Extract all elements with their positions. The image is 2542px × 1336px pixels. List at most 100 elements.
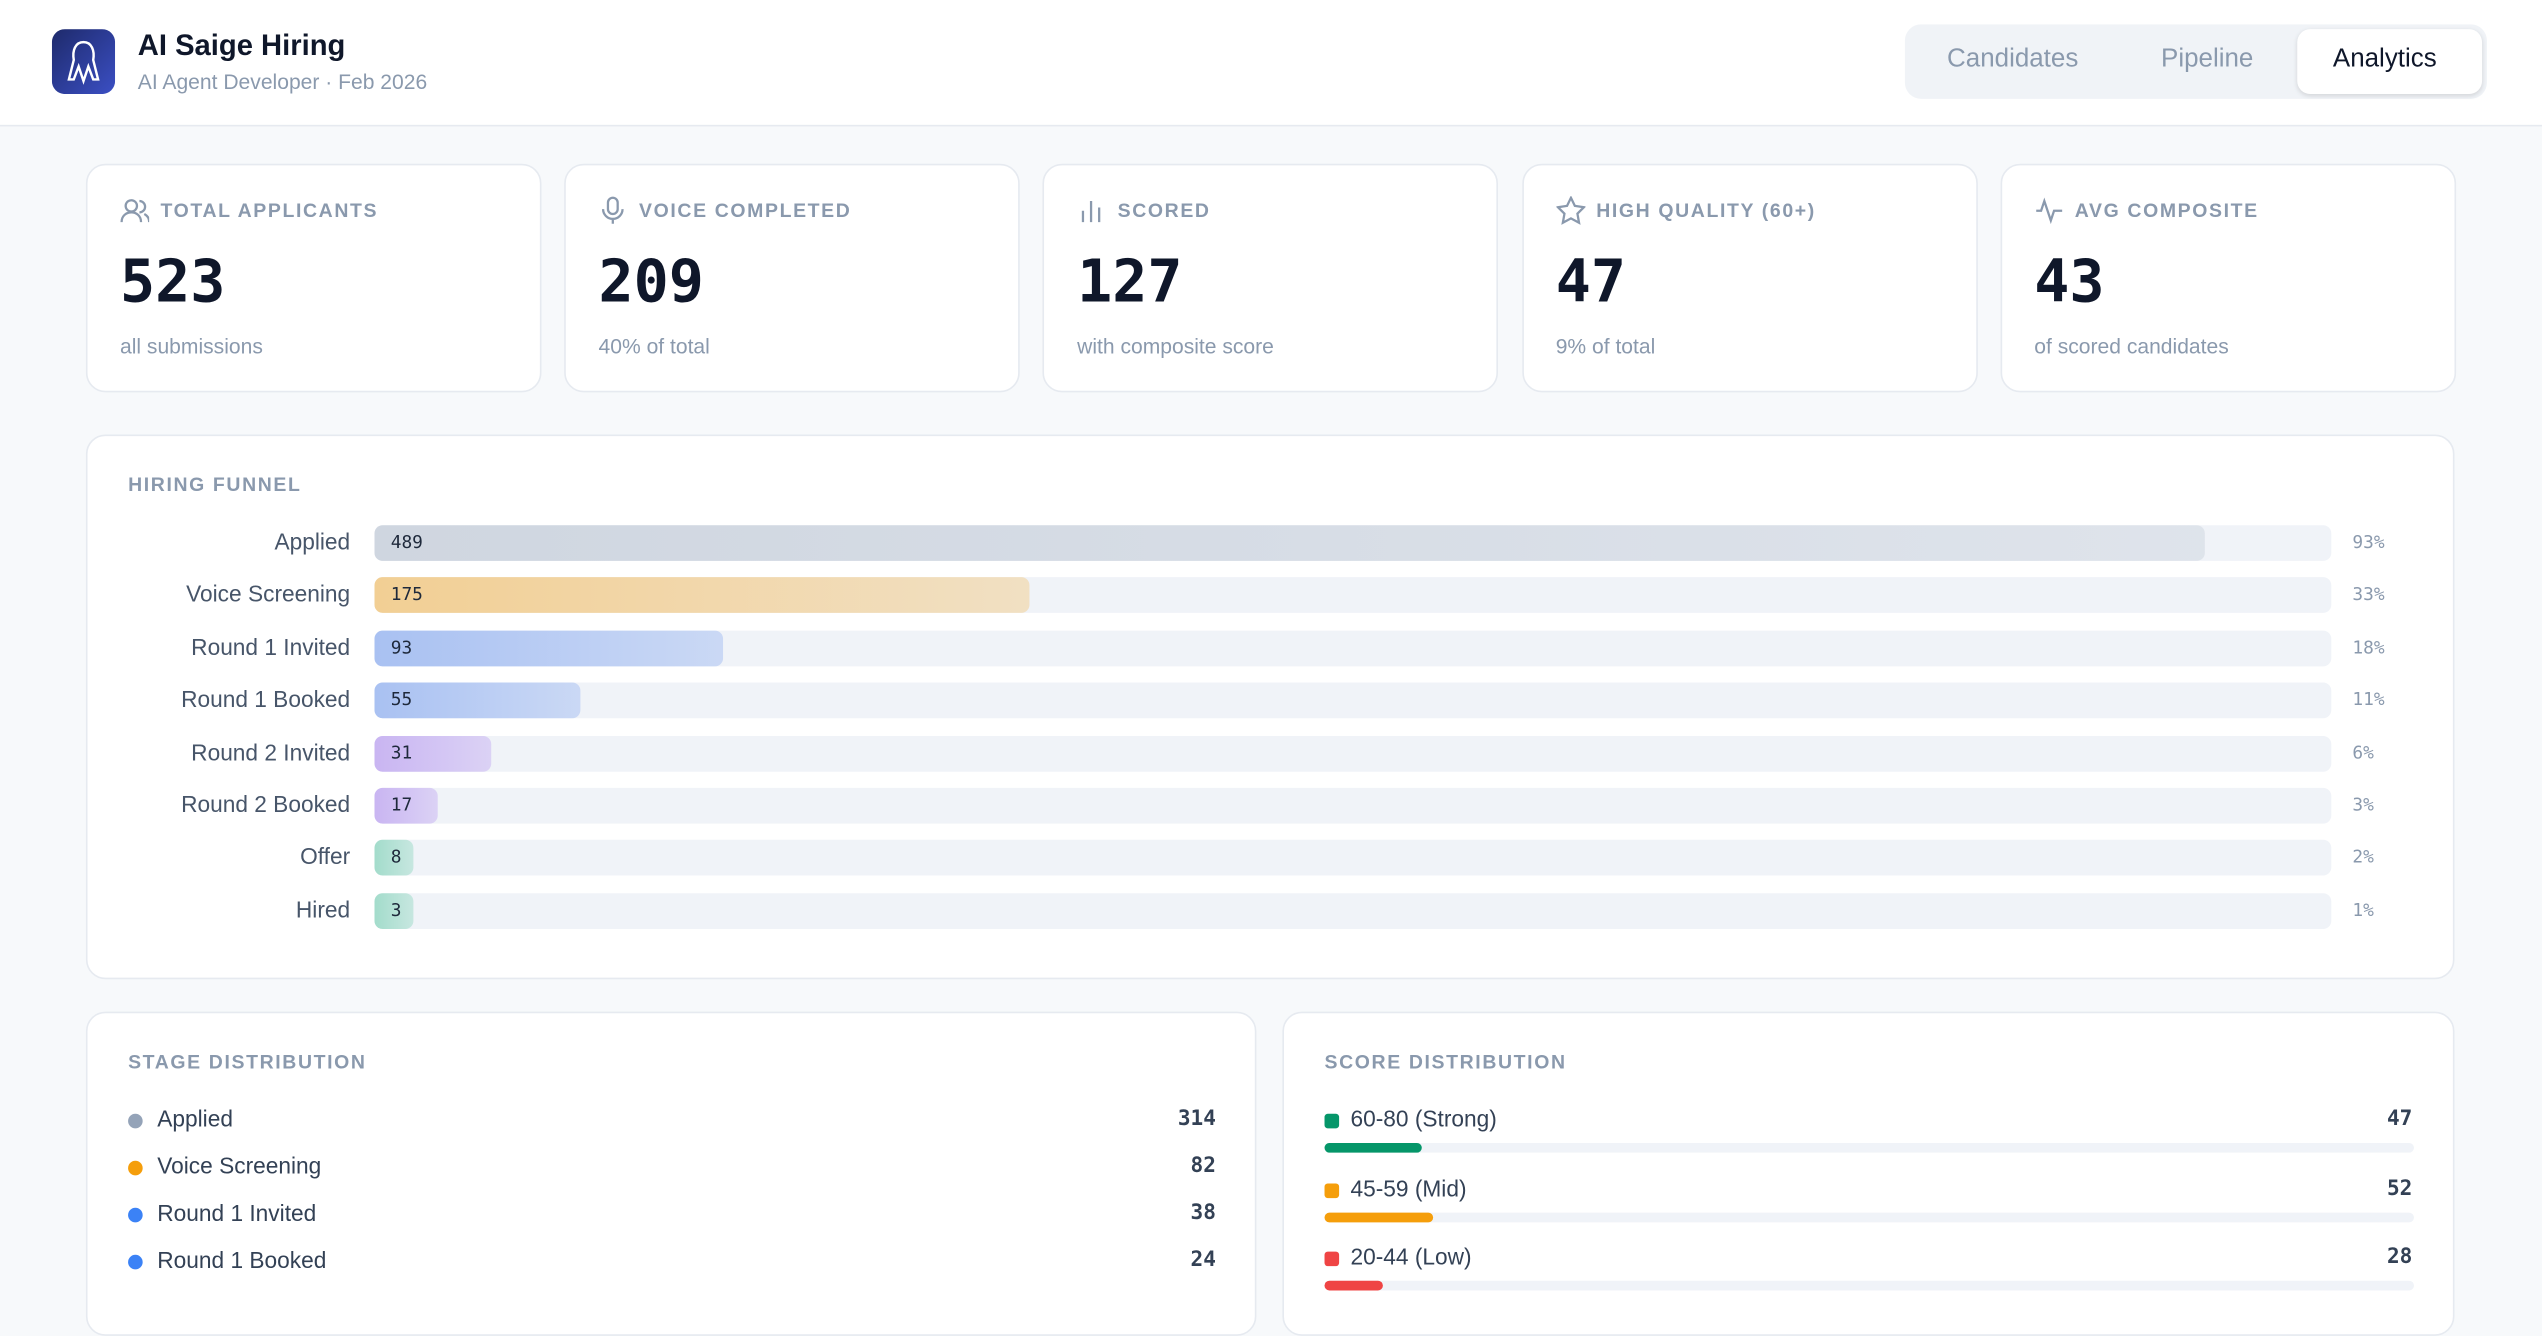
stat-value: 47 [1555,249,1626,317]
score-card: SCORE DISTRIBUTION 60-80 (Strong) 47 45-59 … [1282,1011,2455,1336]
funnel-label: Voice Screening [186,581,351,607]
stat-label: AVG COMPOSITE [2074,199,2259,223]
score-bar [1324,1211,1433,1222]
funnel-percent: 2% [2352,846,2374,868]
section-title: STAGE DISTRIBUTION [128,1050,367,1074]
stat-value: 523 [119,249,226,317]
funnel-label: Hired [295,896,351,923]
funnel-label: Round 1 Booked [181,686,351,713]
funnel-track [374,682,2332,719]
stat-icon [1082,201,1101,223]
app-title: AI Saige Hiring [137,29,346,62]
section-title: HIRING FUNNEL [128,473,302,497]
funnel-track [374,787,2332,824]
stat-icon [2035,197,2062,225]
stage-value: 38 [1190,1201,1216,1226]
stage-dot [128,1160,143,1176]
funnel-value: 3 [390,899,402,921]
stat-value: 127 [1077,249,1183,317]
stage-label: Applied [157,1105,233,1132]
funnel-bar [374,630,723,666]
score-bar [1324,1142,1423,1153]
score-value: 28 [2386,1245,2413,1270]
funnel-bar [374,735,491,772]
score-swatch [1324,1113,1340,1129]
funnel-label: Offer [300,843,351,870]
funnel-bar [374,577,1030,614]
funnel-label: Round 2 Booked [181,791,351,818]
stat-value: 209 [598,249,704,317]
stage-card: STAGE DISTRIBUTION Applied 314 Voice Screen… [85,1011,1257,1336]
stat-note: 40% of total [598,333,710,359]
section-title: SCORE DISTRIBUTION [1324,1050,1567,1074]
stat-card: TOTAL APPLICANTS 523 all submissions [85,163,542,393]
stat-icon [1555,196,1585,225]
funnel-bar [374,787,439,824]
stat-note: of scored candidates [2034,333,2229,359]
stat-note: with composite score [1077,333,1274,359]
stat-card: HIGH QUALITY (60+) 47 9% of total [1521,163,1978,393]
stat-value: 43 [2034,249,2105,317]
stat-note: 9% of total [1555,333,1656,359]
funnel-label: Applied [274,528,351,555]
stage-dot [128,1254,143,1270]
funnel-percent: 18% [2352,636,2385,658]
stat-label: SCORED [1117,199,1211,223]
app-subtitle: AI Agent Developer · Feb 2026 [137,69,428,95]
stat-label: VOICE COMPLETED [639,199,852,223]
score-value: 47 [2386,1107,2413,1132]
funnel-track [374,892,2332,929]
funnel-track [374,735,2332,772]
funnel-value: 8 [390,846,402,868]
funnel-percent: 11% [2352,689,2385,711]
tab[interactable]: Pipeline [2161,45,2254,73]
stat-icon [602,196,624,224]
score-label: 60-80 (Strong) [1350,1105,1497,1132]
active-tab-bg [2297,29,2483,95]
tab[interactable]: Analytics [2332,45,2437,73]
funnel-card: HIRING FUNNEL Applied 489 93% Voice Screenin… [85,434,2455,980]
stage-value: 314 [1177,1107,1216,1132]
stage-value: 24 [1190,1248,1216,1273]
funnel-percent: 1% [2352,899,2374,921]
score-swatch [1324,1182,1340,1198]
score-swatch [1324,1251,1340,1267]
score-track [1324,1211,2414,1222]
funnel-percent: 3% [2352,794,2374,816]
funnel-bar [374,682,581,719]
funnel-value: 175 [390,584,423,606]
logo [51,29,116,95]
score-track [1324,1142,2414,1153]
stage-value: 82 [1190,1154,1216,1179]
stage-label: Voice Screening [157,1152,322,1179]
funnel-label: Round 2 Invited [191,738,351,765]
funnel-percent: 93% [2352,531,2385,553]
score-label: 20-44 (Low) [1350,1243,1472,1270]
app: AI Saige Hiring AI Agent Developer · Feb… [0,24,2542,1336]
stat-note: all submissions [119,333,263,359]
score-bar [1324,1280,1383,1291]
stat-label: TOTAL APPLICANTS [160,199,379,223]
funnel-value: 489 [390,531,423,553]
funnel-track [374,840,2332,877]
funnel-value: 93 [390,636,413,658]
funnel-value: 17 [390,794,413,816]
stat-card: VOICE COMPLETED 209 40% of total [564,163,1021,393]
stat-label: HIGH QUALITY (60+) [1596,199,1816,223]
funnel-bar [374,892,414,929]
stage-dot [128,1207,143,1223]
tab-bar: Candidates Pipeline Analytics [1904,24,2487,99]
stat-card: SCORED 127 with composite score [1043,163,1499,393]
score-track [1324,1280,2414,1291]
funnel-label: Round 1 Invited [191,633,351,660]
stat-card: AVG COMPOSITE 43 of scored candidates [2000,163,2456,393]
stat-icon [120,199,150,223]
stage-label: Round 1 Booked [157,1246,327,1273]
stage-label: Round 1 Invited [157,1199,317,1226]
score-label: 45-59 (Mid) [1350,1174,1467,1201]
score-value: 52 [2386,1176,2413,1201]
funnel-value: 55 [390,689,413,711]
funnel-bar [374,525,2205,561]
stage-dot [128,1113,143,1129]
tab[interactable]: Candidates [1947,45,2079,73]
